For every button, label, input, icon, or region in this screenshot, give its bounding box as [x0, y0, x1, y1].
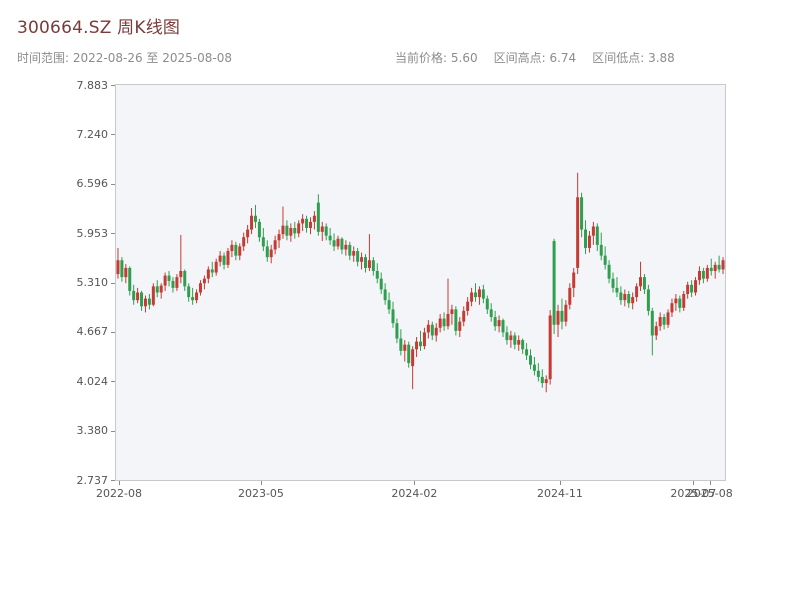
y-tick-mark — [111, 134, 115, 136]
period-low: 区间低点: 3.88 — [592, 51, 675, 65]
price-stats: 当前价格: 5.60 区间高点: 6.74 区间低点: 3.88 — [395, 49, 691, 66]
y-tick-mark — [111, 85, 115, 86]
y-tick-mark — [111, 430, 115, 432]
x-tick-label: 2025-07 — [670, 487, 717, 500]
x-tick-label: 2024-02 — [391, 487, 438, 500]
y-tick-label: 4.667 — [76, 325, 109, 339]
current-price-label: 当前价格: — [395, 51, 448, 65]
y-tick-label: 4.024 — [76, 374, 109, 388]
y-tick-label: 2.737 — [76, 473, 109, 487]
x-tick-label: 2025-08 — [686, 487, 733, 500]
y-tick-label: 5.953 — [76, 226, 109, 240]
x-tick-mark — [260, 481, 262, 485]
period-high-label: 区间高点: — [493, 51, 546, 65]
period-high: 区间高点: 6.74 — [494, 51, 577, 65]
y-tick-label: 3.380 — [76, 424, 109, 438]
page-title: 300664.SZ 周K线图 — [17, 18, 181, 38]
time-range-label: 时间范围: 2022-08-26 至 2025-08-08 — [17, 51, 232, 65]
x-tick-mark — [414, 481, 416, 485]
kline-chart — [115, 84, 726, 481]
y-tick-label: 5.310 — [76, 276, 109, 289]
y-tick-label: 7.883 — [76, 78, 109, 92]
x-tick-mark — [693, 481, 695, 485]
period-low-value: 3.88 — [648, 51, 675, 65]
period-high-value: 6.74 — [549, 51, 577, 65]
current-price-value: 5.60 — [450, 51, 478, 65]
y-tick-label: 6.596 — [76, 177, 109, 191]
y-tick-mark — [111, 331, 115, 333]
current-price: 当前价格: 5.60 — [395, 51, 478, 65]
x-tick-label: 2022-08 — [96, 487, 143, 500]
x-tick-label: 2023-05 — [237, 487, 284, 500]
x-tick-mark — [559, 481, 561, 485]
y-tick-mark — [111, 282, 115, 284]
period-low-label: 区间低点: — [592, 51, 645, 65]
y-tick-mark — [111, 480, 115, 481]
y-tick-label: 7.240 — [76, 127, 109, 141]
y-axis: 7.883 7.240 6.596 5.953 5.310 4.667 4.024 3.380… — [0, 79, 109, 487]
candlestick-svg — [116, 172, 725, 393]
y-tick-mark — [111, 233, 115, 235]
x-tick-mark — [709, 481, 711, 485]
y-tick-mark — [111, 381, 115, 383]
x-tick-mark — [119, 481, 121, 485]
x-tick-label: 2024-11 — [536, 487, 583, 500]
y-tick-mark — [111, 183, 115, 185]
